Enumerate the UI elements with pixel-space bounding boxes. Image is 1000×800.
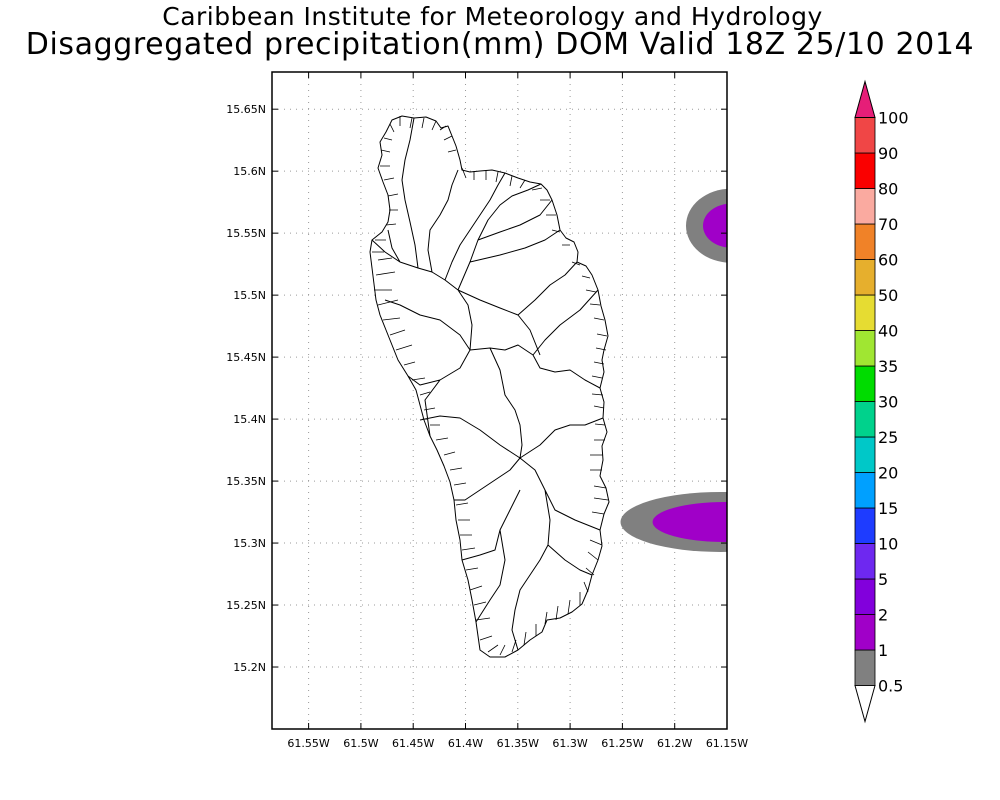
legend-label: 40 <box>878 322 898 341</box>
legend-label: 35 <box>878 357 898 376</box>
legend-label: 20 <box>878 464 898 483</box>
legend-bin <box>854 436 876 473</box>
lon-tick-label: 61.45W <box>392 737 434 750</box>
lon-tick-label: 61.15W <box>706 737 748 750</box>
precipitation-areas <box>620 188 727 552</box>
legend-bin <box>854 507 876 544</box>
coastal-streams <box>372 116 609 656</box>
legend-label: 30 <box>878 393 898 412</box>
legend-bin <box>854 614 876 651</box>
legend-label: 100 <box>878 109 909 128</box>
legend-bin <box>854 117 876 154</box>
legend-bin <box>854 330 876 367</box>
legend-bin <box>854 152 876 189</box>
lat-tick-label: 15.25N <box>226 599 266 612</box>
lon-tick-label: 61.35W <box>497 737 539 750</box>
legend-bin <box>854 543 876 580</box>
legend-bin <box>854 188 876 225</box>
legend-label: 70 <box>878 215 898 234</box>
lon-tick-label: 61.3W <box>552 737 587 750</box>
lat-tick-label: 15.5N <box>233 289 266 302</box>
precip-area-1-2 <box>703 203 727 248</box>
lon-tick-label: 61.25W <box>601 737 643 750</box>
lat-tick-label: 15.6N <box>233 165 266 178</box>
legend-label: 90 <box>878 144 898 163</box>
catchment-divides <box>371 117 604 651</box>
title-product: Disaggregated precipitation(mm) DOM Vali… <box>25 27 975 62</box>
legend-label: 10 <box>878 535 898 554</box>
legend-bin <box>854 401 876 438</box>
legend-bin <box>854 259 876 296</box>
axis-labels: 15.2N 15.25N 15.3N 15.35N 15.4N 15.45N 15.5N 15… <box>226 72 748 750</box>
lat-tick-label: 15.2N <box>233 661 266 674</box>
legend-label: 60 <box>878 251 898 270</box>
lon-tick-label: 61.55W <box>287 737 329 750</box>
legend-underflow-triangle <box>854 685 876 724</box>
lat-tick-label: 15.45N <box>226 351 266 364</box>
legend-label: 0.5 <box>878 677 903 696</box>
lat-tick-label: 15.65N <box>226 103 266 116</box>
legend-label: 25 <box>878 428 898 447</box>
map-frame <box>271 71 728 730</box>
legend-label: 1 <box>878 641 888 660</box>
legend-label: 5 <box>878 570 888 589</box>
legend-bin <box>854 649 876 686</box>
legend-bin <box>854 365 876 402</box>
legend-bin <box>854 223 876 260</box>
island-dominica <box>369 115 610 658</box>
lat-tick-label: 15.35N <box>226 475 266 488</box>
legend-bin <box>854 472 876 509</box>
legend-label: 15 <box>878 499 898 518</box>
lat-tick-label: 15.4N <box>233 413 266 426</box>
precip-area-1-2 <box>652 501 727 542</box>
legend-label: 2 <box>878 606 888 625</box>
lon-tick-label: 61.4W <box>448 737 483 750</box>
lat-tick-label: 15.3N <box>233 537 266 550</box>
lon-tick-label: 61.5W <box>343 737 378 750</box>
title-institute: Caribbean Institute for Meteorology and … <box>162 2 823 31</box>
legend-label: 50 <box>878 286 898 305</box>
legend-bin <box>854 578 876 615</box>
lon-tick-label: 61.2W <box>657 737 692 750</box>
legend-overflow-triangle <box>854 79 876 118</box>
legend-label: 80 <box>878 180 898 199</box>
legend-bin <box>854 294 876 331</box>
lat-tick-label: 15.55N <box>226 227 266 240</box>
